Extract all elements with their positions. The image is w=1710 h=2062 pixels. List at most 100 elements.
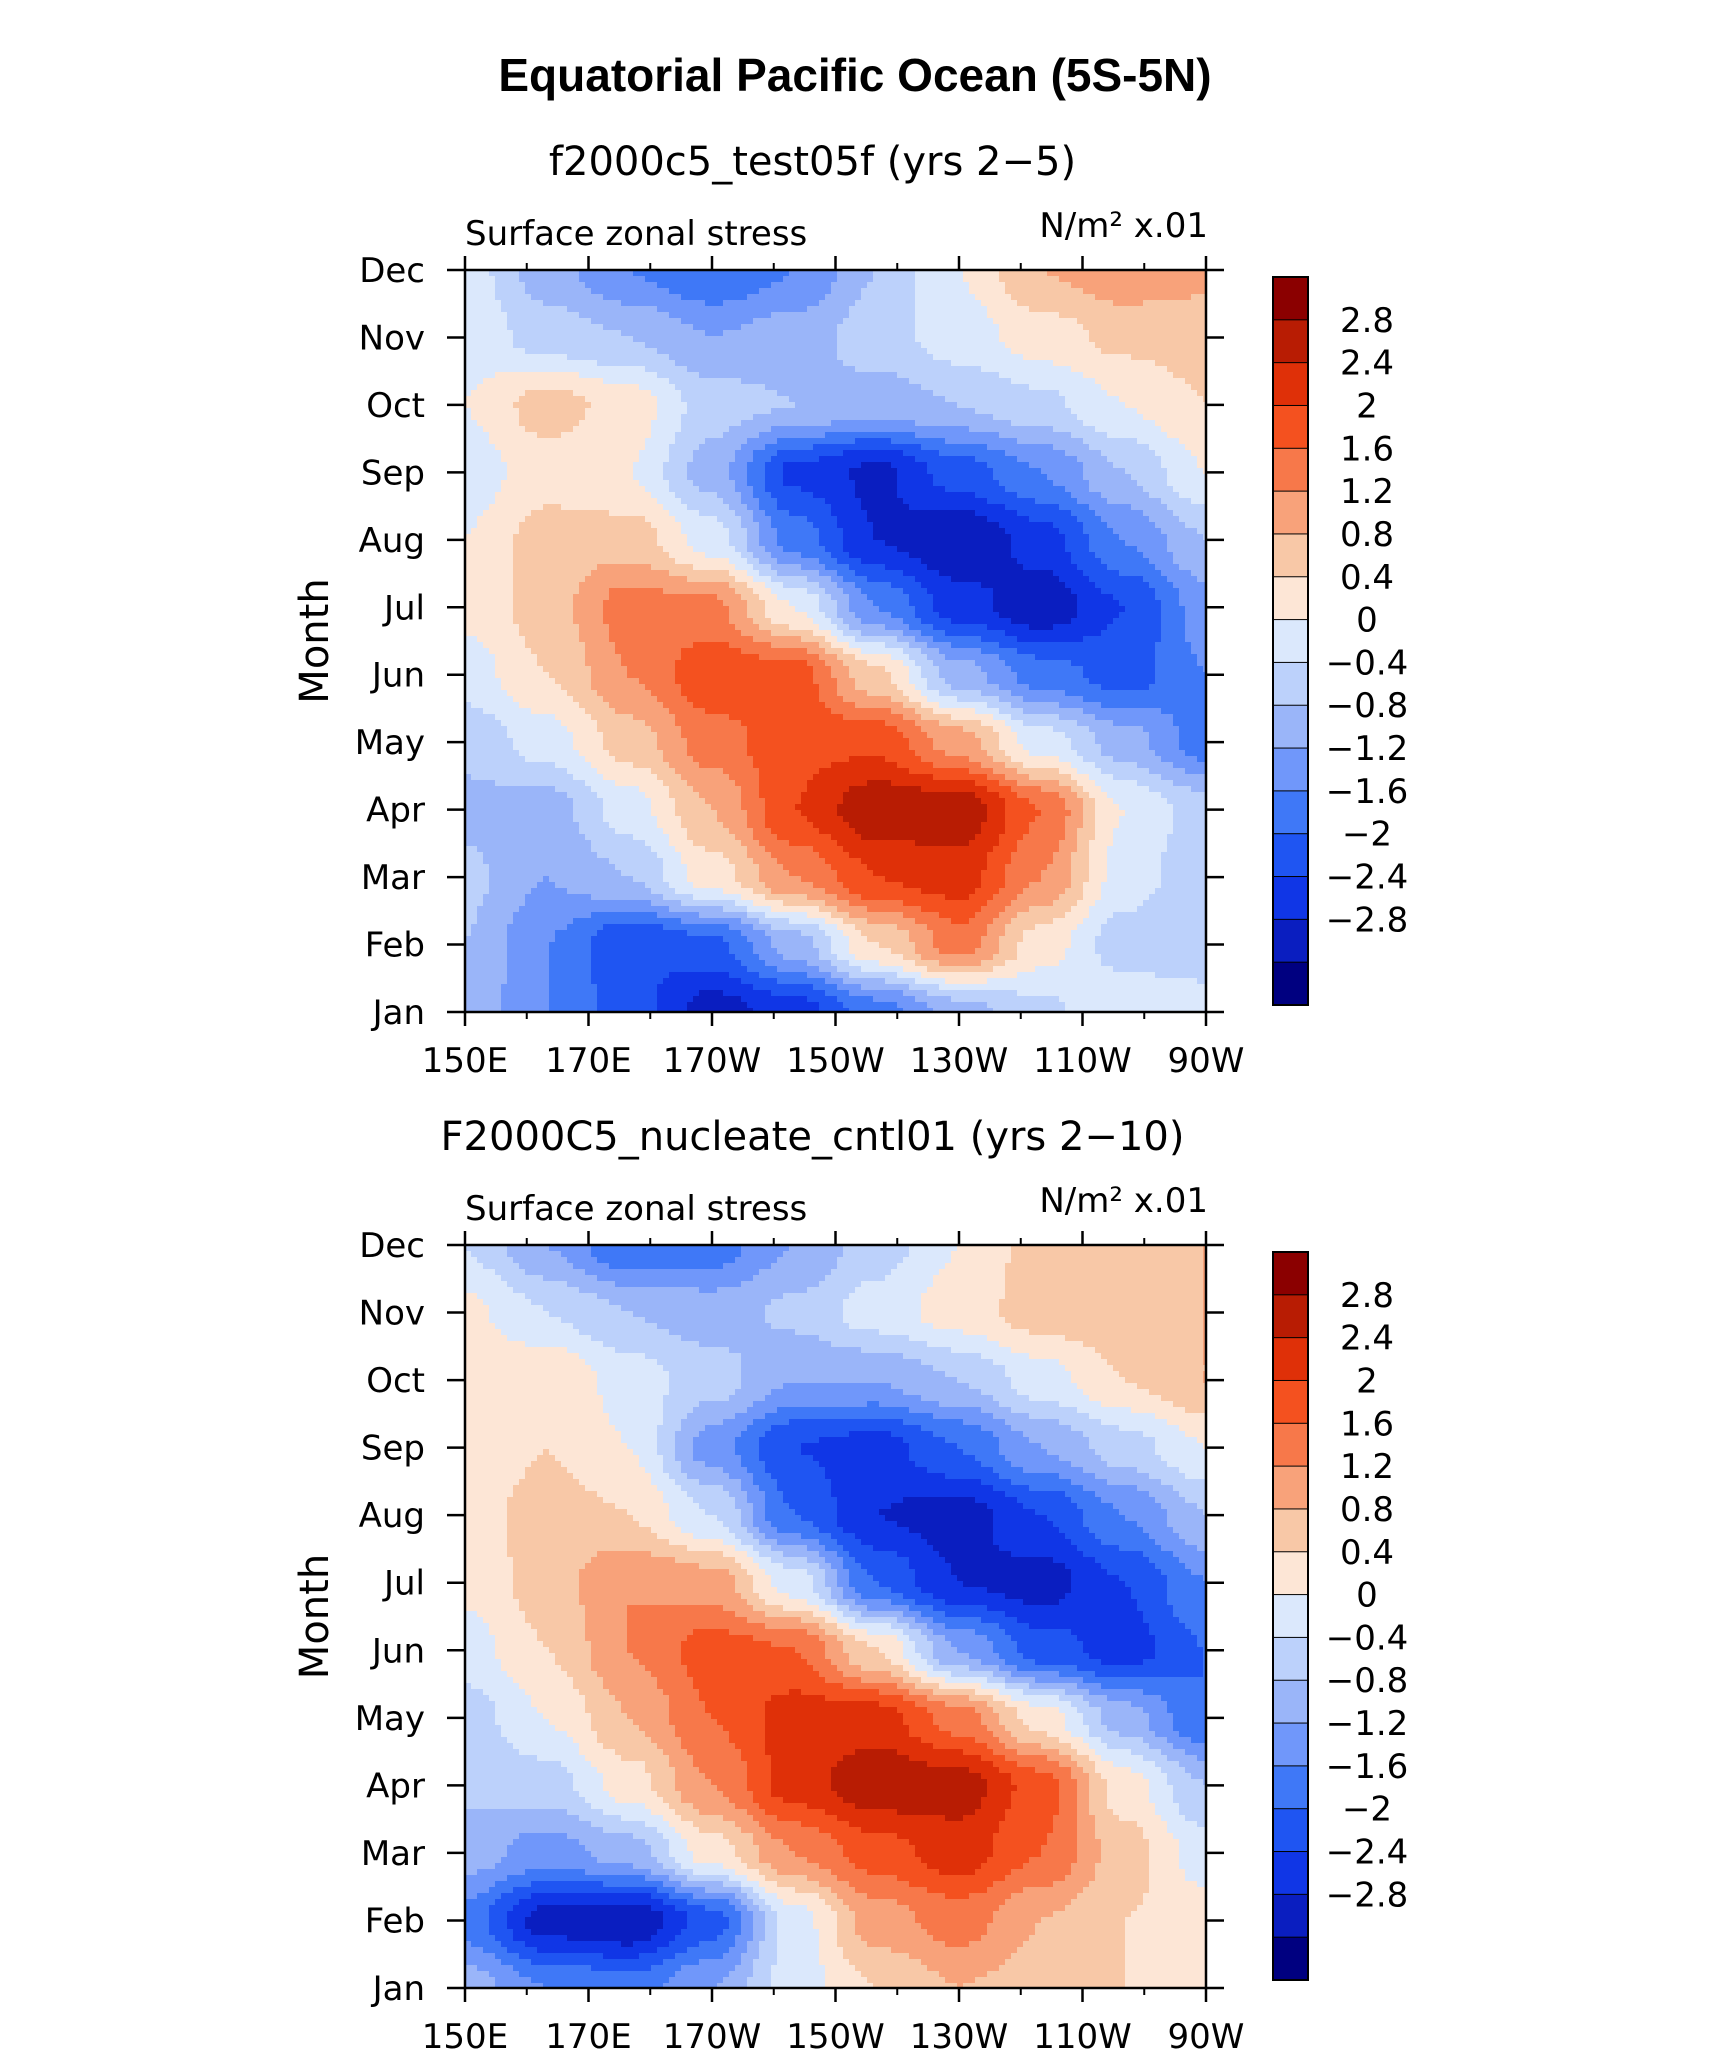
contour-cell xyxy=(981,276,988,283)
contour-cell xyxy=(675,306,682,313)
contour-cell xyxy=(759,414,766,421)
contour-cell xyxy=(1023,306,1030,313)
contour-cell xyxy=(567,360,574,367)
contour-cell xyxy=(471,378,478,385)
contour-cell xyxy=(561,294,568,301)
contour-cell xyxy=(903,444,910,451)
contour-cell xyxy=(585,276,592,283)
contour-cell xyxy=(1011,432,1018,439)
contour-cell xyxy=(687,360,694,367)
contour-cell xyxy=(651,390,658,397)
contour-cell xyxy=(555,408,562,415)
contour-cell xyxy=(717,408,724,415)
contour-cell xyxy=(885,438,892,445)
contour-cell xyxy=(579,354,586,361)
contour-cell xyxy=(1041,378,1048,385)
contour-cell xyxy=(1029,426,1036,433)
contour-cell xyxy=(477,282,484,289)
contour-cell xyxy=(585,408,592,415)
contour-cell xyxy=(729,360,736,367)
contour-cell xyxy=(585,342,592,349)
contour-cell xyxy=(987,384,994,391)
contour-cell xyxy=(807,456,814,463)
contour-cell xyxy=(1029,402,1036,409)
contour-cell xyxy=(567,396,574,403)
contour-cell xyxy=(1191,324,1198,331)
contour-cell xyxy=(819,318,826,325)
contour-cell xyxy=(597,444,604,451)
contour-cell xyxy=(1101,384,1108,391)
contour-cell xyxy=(1041,360,1048,367)
contour-cell xyxy=(753,312,760,319)
contour-cell xyxy=(867,336,874,343)
contour-cell xyxy=(537,378,544,385)
contour-cell xyxy=(1047,300,1054,307)
contour-cell xyxy=(633,288,640,295)
contour-cell xyxy=(1119,432,1126,439)
contour-cell xyxy=(501,438,508,445)
contour-cell xyxy=(915,300,922,307)
contour-cell xyxy=(621,300,628,307)
contour-cell xyxy=(999,462,1006,469)
contour-cell xyxy=(573,336,580,343)
contour-cell xyxy=(627,402,634,409)
contour-cell xyxy=(1173,408,1180,415)
contour-cell xyxy=(537,366,544,373)
contour-cell xyxy=(951,450,958,457)
contour-cell xyxy=(597,348,604,355)
contour-cell xyxy=(717,288,724,295)
contour-cell xyxy=(525,294,532,301)
contour-cell xyxy=(897,414,904,421)
contour-cell xyxy=(1035,360,1042,367)
contour-cell xyxy=(1053,282,1060,289)
contour-cell xyxy=(759,366,766,373)
contour-cell xyxy=(1125,288,1132,295)
contour-cell xyxy=(1167,432,1174,439)
contour-cell xyxy=(1167,444,1174,451)
contour-cell xyxy=(495,420,502,427)
contour-cell xyxy=(801,450,808,457)
contour-cell xyxy=(633,360,640,367)
contour-cell xyxy=(843,402,850,409)
contour-cell xyxy=(975,420,982,427)
contour-cell xyxy=(573,318,580,325)
contour-cell xyxy=(765,330,772,337)
contour-cell xyxy=(795,366,802,373)
contour-cell xyxy=(801,372,808,379)
contour-cell xyxy=(957,384,964,391)
contour-cell xyxy=(585,432,592,439)
contour-cell xyxy=(897,384,904,391)
contour-cell xyxy=(1047,420,1054,427)
contour-cell xyxy=(897,294,904,301)
contour-cell xyxy=(1089,354,1096,361)
contour-cell xyxy=(1191,432,1198,439)
contour-cell xyxy=(843,300,850,307)
contour-cell xyxy=(591,444,598,451)
contour-cell xyxy=(1053,354,1060,361)
contour-cell xyxy=(933,300,940,307)
contour-cell xyxy=(1071,276,1078,283)
contour-cell xyxy=(1047,450,1054,457)
contour-cell xyxy=(711,372,718,379)
contour-cell xyxy=(1125,276,1132,283)
contour-cell xyxy=(981,390,988,397)
contour-cell xyxy=(897,318,904,325)
figure-title: Equatorial Pacific Ocean (5S-5N) xyxy=(498,49,1211,101)
contour-cell xyxy=(897,462,904,469)
contour-cell xyxy=(651,300,658,307)
contour-cell xyxy=(849,426,856,433)
contour-cell xyxy=(1119,450,1126,457)
contour-cell xyxy=(1173,426,1180,433)
contour-cell xyxy=(993,288,1000,295)
contour-cell xyxy=(609,378,616,385)
contour-cell xyxy=(765,366,772,373)
contour-cell xyxy=(639,450,646,457)
contour-cell xyxy=(1107,282,1114,289)
contour-cell xyxy=(507,414,514,421)
contour-cell xyxy=(945,294,952,301)
contour-cell xyxy=(627,336,634,343)
contour-cell xyxy=(945,462,952,469)
contour-cell xyxy=(1125,402,1132,409)
contour-cell xyxy=(771,366,778,373)
contour-cell xyxy=(927,396,934,403)
